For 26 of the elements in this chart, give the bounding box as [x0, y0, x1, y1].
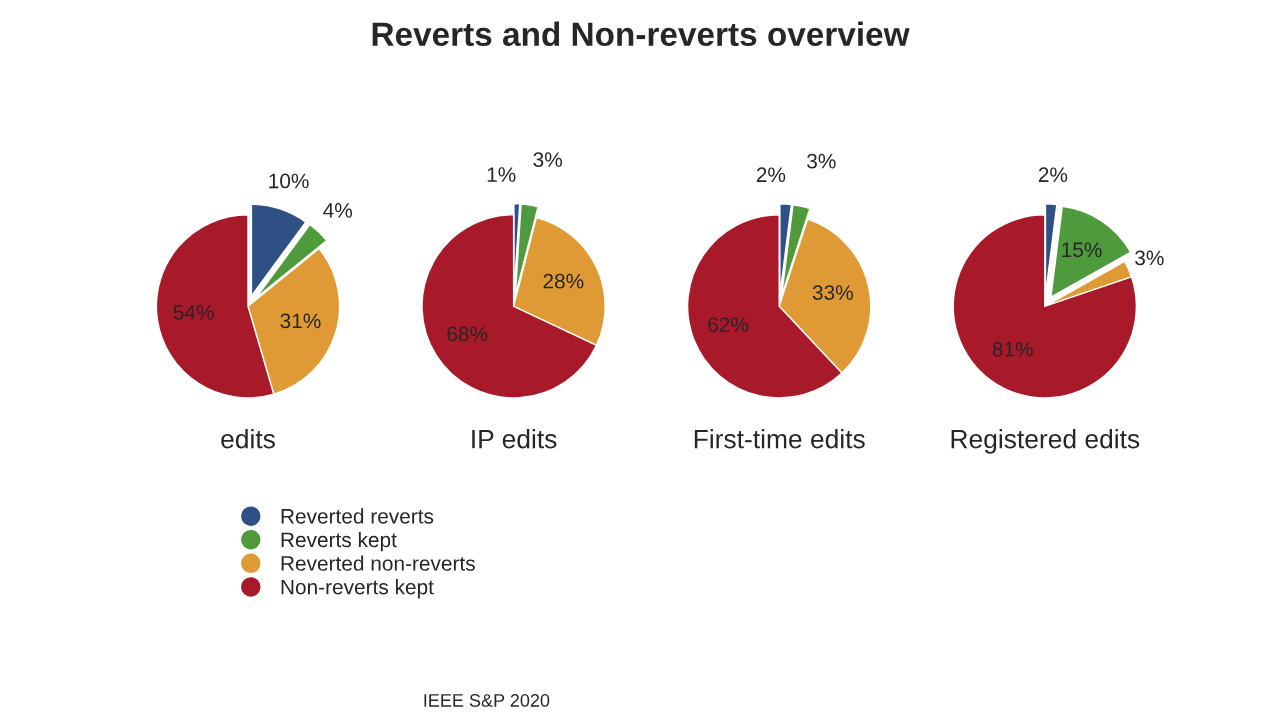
legend-label: Reverted non-reverts [281, 555, 475, 571]
legend-label: Reverts kept [281, 531, 397, 552]
data-label: 3% [533, 152, 562, 167]
data-label: 68% [447, 326, 488, 342]
text: IEEE S&P 2020 [424, 694, 550, 707]
data-label: 4% [323, 203, 353, 218]
data-label: 2% [1038, 167, 1068, 183]
text: First-time edits [694, 429, 865, 449]
text: Reverts and Non-reverts overview [372, 21, 910, 47]
data-label: 15% [1062, 242, 1102, 258]
legend-label: Reverted reverts [281, 508, 434, 524]
data-label: 3% [807, 153, 836, 169]
data-label: 3% [1135, 250, 1164, 266]
legend-label: Non-reverts kept [281, 579, 434, 599]
data-label: 31% [280, 313, 321, 329]
data-label: 2% [756, 167, 786, 183]
text: Registered edits [951, 429, 1140, 454]
data-label: 10% [269, 173, 309, 189]
data-label: 81% [992, 341, 1033, 357]
data-label: 28% [543, 273, 584, 289]
text: IP edits [472, 429, 557, 449]
data-label: 62% [708, 317, 749, 333]
text: edits [221, 429, 275, 449]
data-label: 33% [812, 285, 853, 300]
data-label: 54% [173, 305, 214, 320]
data-label: 1% [487, 167, 516, 182]
